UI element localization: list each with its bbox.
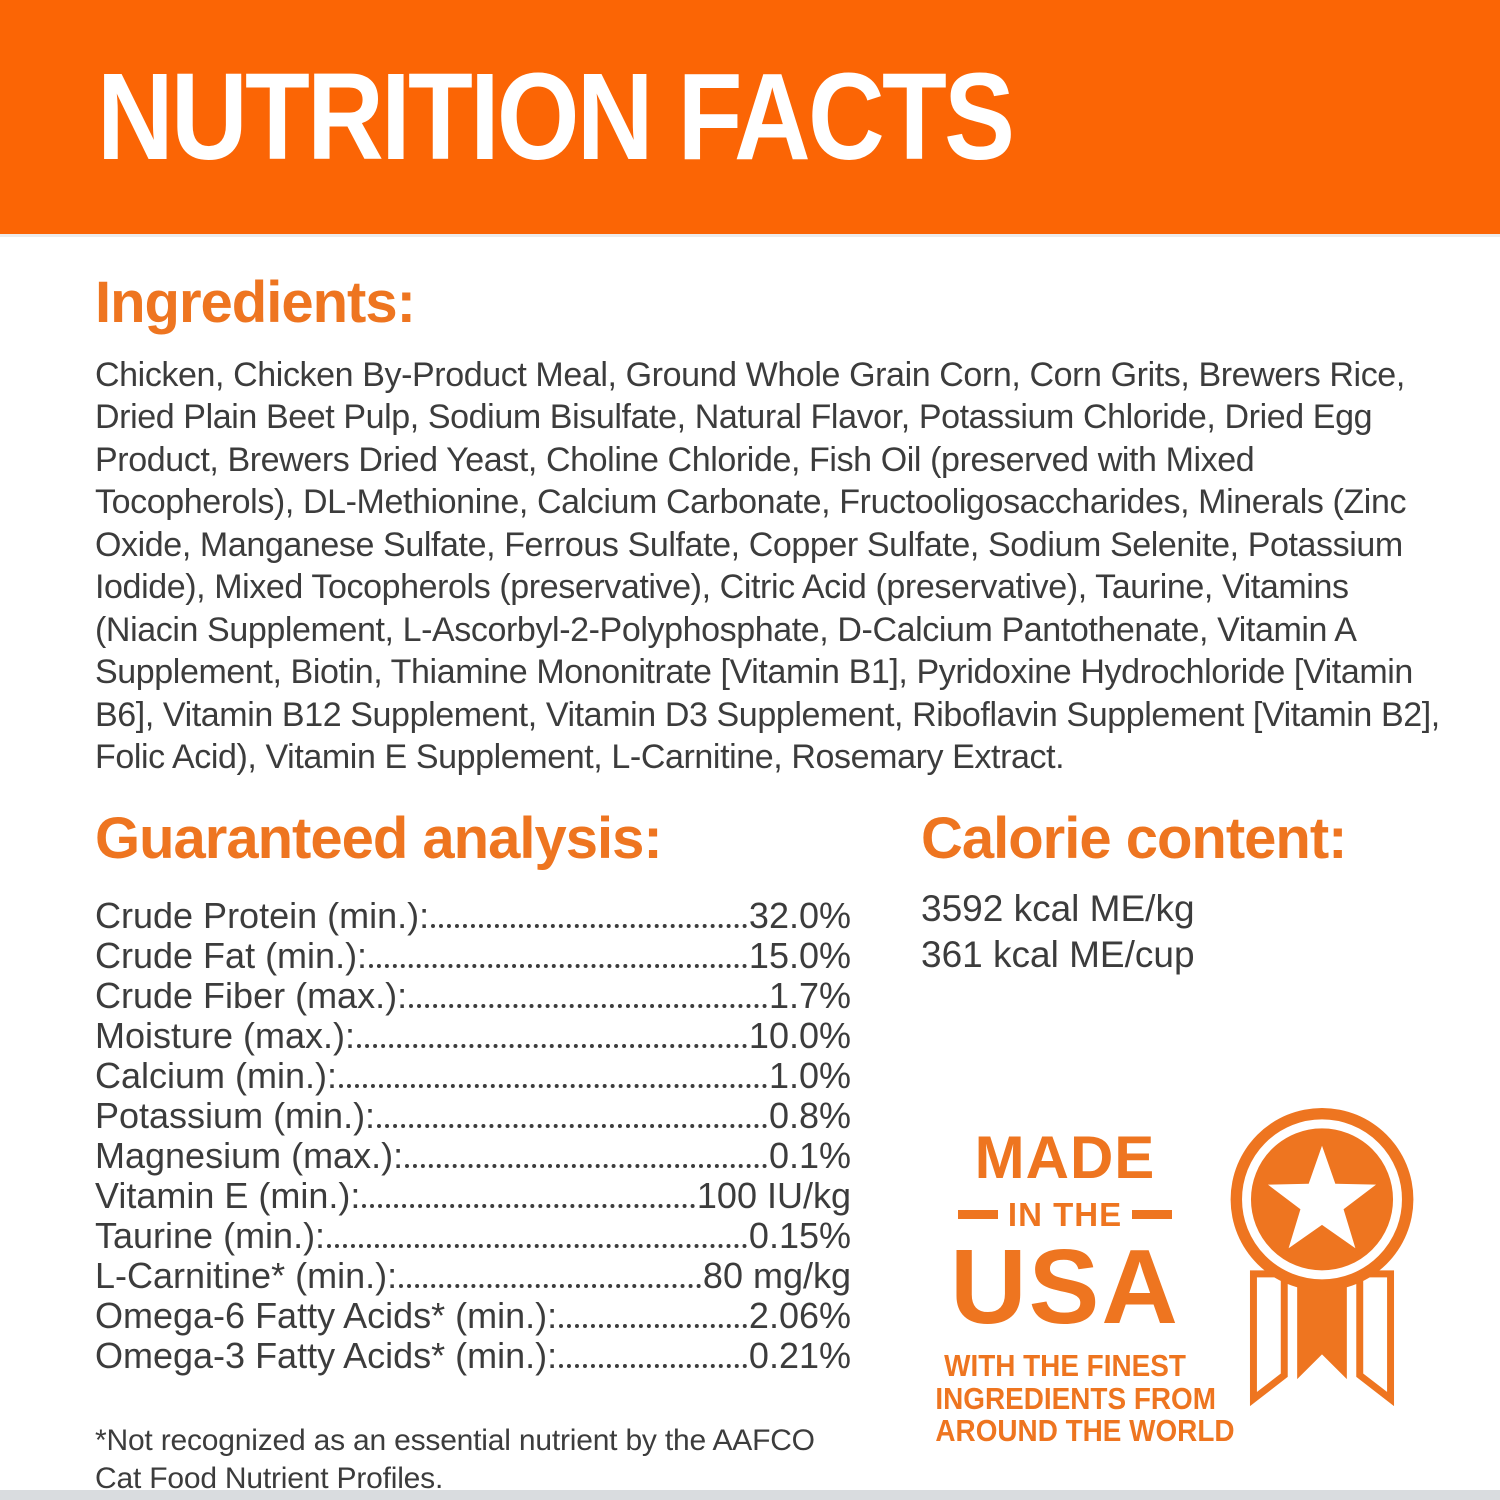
made-in-usa-text: MADE IN THE USA WITH THE FINEST INGREDIE… (921, 1123, 1235, 1448)
row-value: 100 IU/kg (696, 1174, 851, 1216)
row-label: Omega-3 Fatty Acids* (min.): (95, 1334, 558, 1376)
table-row: Crude Fat (min.): 15.0% (95, 934, 851, 976)
nutrition-facts-banner: NUTRITION FACTS (0, 0, 1500, 237)
table-row: Potassium (min.): 0.8% (95, 1094, 851, 1136)
table-row: Taurine (min.): 0.15% (95, 1214, 851, 1256)
row-label: Magnesium (max.): (95, 1134, 404, 1176)
ingredients-section: Ingredients: Chicken, Chicken By-Product… (95, 270, 1440, 779)
dot-leader (429, 896, 749, 936)
row-value: 10.0% (748, 1014, 851, 1056)
dot-leader (367, 936, 749, 976)
dash-right (1132, 1209, 1173, 1219)
table-row: Moisture (max.): 10.0% (95, 1014, 851, 1056)
row-label: Omega-6 Fatty Acids* (min.): (95, 1294, 558, 1336)
row-value: 1.7% (768, 974, 851, 1016)
made-label: MADE (974, 1123, 1156, 1191)
usa-label: USA (950, 1227, 1180, 1346)
row-value: 32.0% (748, 894, 851, 936)
row-value: 0.15% (748, 1214, 851, 1256)
guaranteed-analysis-heading: Guaranteed analysis: (95, 805, 663, 871)
in-the-label-row: IN THE (921, 1198, 1209, 1231)
row-label: Crude Fiber (max.): (95, 974, 408, 1016)
tagline-line: AROUND THE WORLD (935, 1412, 1235, 1448)
dot-leader (325, 1216, 749, 1256)
table-row: Crude Fiber (max.): 1.7% (95, 974, 851, 1016)
table-row: Calcium (min.): 1.0% (95, 1054, 851, 1096)
row-value: 1.0% (768, 1054, 851, 1096)
dot-leader (557, 1296, 749, 1336)
dot-leader (403, 1136, 769, 1176)
dot-leader (407, 976, 769, 1016)
table-row: Magnesium (max.): 0.1% (95, 1134, 851, 1176)
label-content: Ingredients: Chicken, Chicken By-Product… (0, 237, 1500, 1498)
tagline-line: INGREDIENTS FROM (935, 1380, 1216, 1416)
row-value: 0.21% (748, 1334, 851, 1376)
table-row: Omega-3 Fatty Acids* (min.): 0.21% (95, 1334, 851, 1376)
calorie-values: 3592 kcal ME/kg 361 kcal ME/cup (921, 886, 1440, 978)
row-label: Crude Protein (min.): (95, 894, 430, 936)
row-value: 0.1% (768, 1134, 851, 1176)
dot-leader (557, 1336, 749, 1376)
aafco-footnote: *Not recognized as an essential nutrient… (95, 1423, 815, 1495)
table-row: L-Carnitine* (min.): 80 mg/kg (95, 1254, 851, 1296)
row-value: 15.0% (748, 934, 851, 976)
dot-leader (355, 1016, 749, 1056)
dot-leader (337, 1056, 769, 1096)
ingredients-heading: Ingredients: (95, 270, 416, 335)
row-label: Crude Fat (min.): (95, 934, 368, 976)
lower-columns: Guaranteed analysis: Crude Protein (min.… (95, 805, 1440, 1498)
calorie-content-heading: Calorie content: (921, 805, 1348, 871)
ingredients-text: Chicken, Chicken By-Product Meal, Ground… (95, 355, 1440, 777)
tagline-line: WITH THE FINEST (944, 1348, 1186, 1384)
table-row: Omega-6 Fatty Acids* (min.): 2.06% (95, 1294, 851, 1336)
analysis-table: Crude Protein (min.): 32.0% Crude Fat (mi… (95, 894, 851, 1376)
table-row: Crude Protein (min.): 32.0% (95, 894, 851, 936)
made-in-usa-badge: MADE IN THE USA WITH THE FINEST INGREDIE… (921, 1107, 1440, 1448)
row-label: Potassium (min.): (95, 1094, 376, 1136)
row-label: Calcium (min.): (95, 1054, 338, 1096)
bottom-edge-strip (0, 1490, 1500, 1500)
calorie-content-section: Calorie content: 3592 kcal ME/kg 361 kca… (921, 805, 1440, 1448)
table-row: Vitamin E (min.): 100 IU/kg (95, 1174, 851, 1216)
guaranteed-analysis-section: Guaranteed analysis: Crude Protein (min.… (95, 805, 851, 1498)
dot-leader (375, 1096, 769, 1136)
usa-tagline: WITH THE FINEST INGREDIENTS FROM AROUND … (935, 1348, 1235, 1448)
award-ribbon-star-icon (1230, 1107, 1414, 1406)
dot-leader (397, 1256, 703, 1296)
row-value: 80 mg/kg (702, 1254, 851, 1296)
row-label: Moisture (max.): (95, 1014, 356, 1056)
row-label: Taurine (min.): (95, 1214, 326, 1256)
calorie-per-cup: 361 kcal ME/cup (921, 933, 1195, 975)
row-value: 2.06% (748, 1294, 851, 1336)
dash-left (957, 1209, 998, 1219)
row-value: 0.8% (768, 1094, 851, 1136)
row-label: Vitamin E (min.): (95, 1174, 361, 1216)
in-the-label: IN THE (1007, 1195, 1123, 1233)
dot-leader (360, 1176, 697, 1216)
calorie-per-kg: 3592 kcal ME/kg (921, 887, 1195, 929)
page-title: NUTRITION FACTS (97, 47, 1015, 187)
row-label: L-Carnitine* (min.): (95, 1254, 398, 1296)
